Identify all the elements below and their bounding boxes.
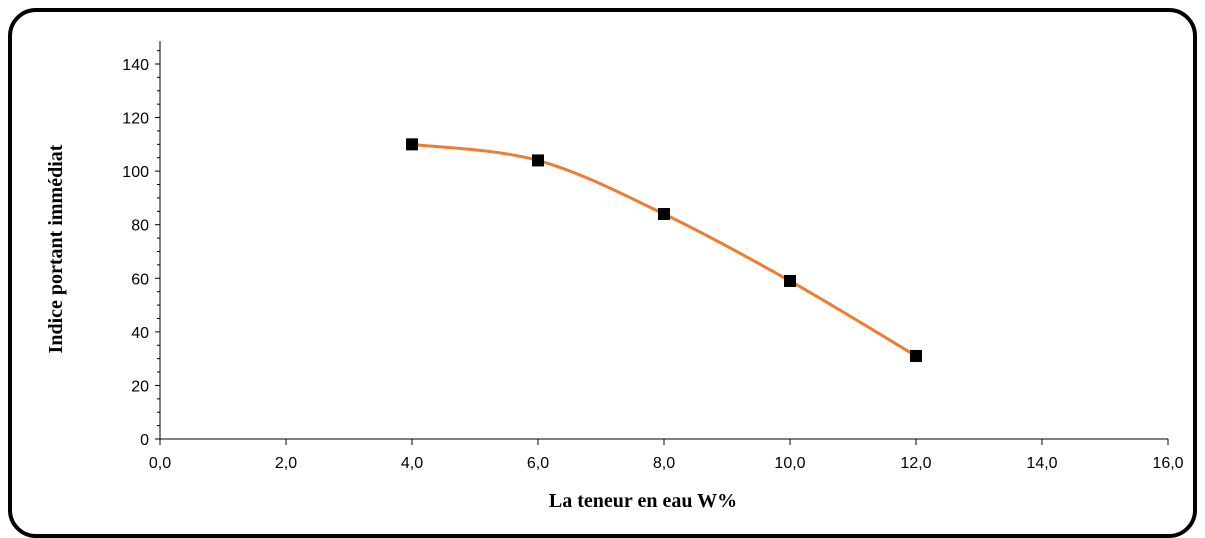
- x-tick-label: 10,0: [774, 455, 805, 472]
- data-point: [406, 138, 418, 151]
- y-tick-label: 140: [122, 57, 149, 74]
- x-tick-label: 2,0: [275, 455, 297, 472]
- y-tick-label: 60: [131, 271, 149, 288]
- x-tick-label: 4,0: [401, 455, 423, 472]
- x-tick-label: 12,0: [900, 455, 931, 472]
- y-tick-label: 80: [131, 218, 149, 235]
- x-axis: 0,0 2,0 4,0 6,0 8,0 10,0 12,0 14,0 16,0: [149, 438, 1184, 472]
- y-tick-label: 20: [131, 378, 149, 395]
- y-tick-label: 0: [140, 432, 149, 449]
- x-tick-label: 14,0: [1026, 455, 1057, 472]
- x-tick-label: 8,0: [653, 455, 675, 472]
- chart: 0 20 40 60 80 100 120 140 0,0 2,0 4,0 6,0 8,0 10,0 12…: [45, 41, 1184, 512]
- data-point: [532, 154, 544, 167]
- x-tick-label: 6,0: [527, 455, 549, 472]
- y-axis-title: Indice portant immédiat: [45, 144, 67, 353]
- x-tick-label: 0,0: [149, 455, 171, 472]
- y-tick-label: 100: [122, 164, 149, 181]
- data-point: [784, 274, 796, 287]
- x-tick-label: 16,0: [1152, 455, 1183, 472]
- y-axis: 0 20 40 60 80 100 120 140: [122, 41, 161, 449]
- data-point: [910, 349, 922, 362]
- series-layer: [406, 138, 922, 362]
- chart-frame: [8, 8, 1197, 538]
- y-tick-label: 40: [131, 325, 149, 342]
- x-axis-title: La teneur en eau W%: [549, 490, 737, 512]
- data-point: [658, 208, 670, 220]
- series-line: [410, 142, 918, 358]
- y-tick-label: 120: [122, 111, 149, 128]
